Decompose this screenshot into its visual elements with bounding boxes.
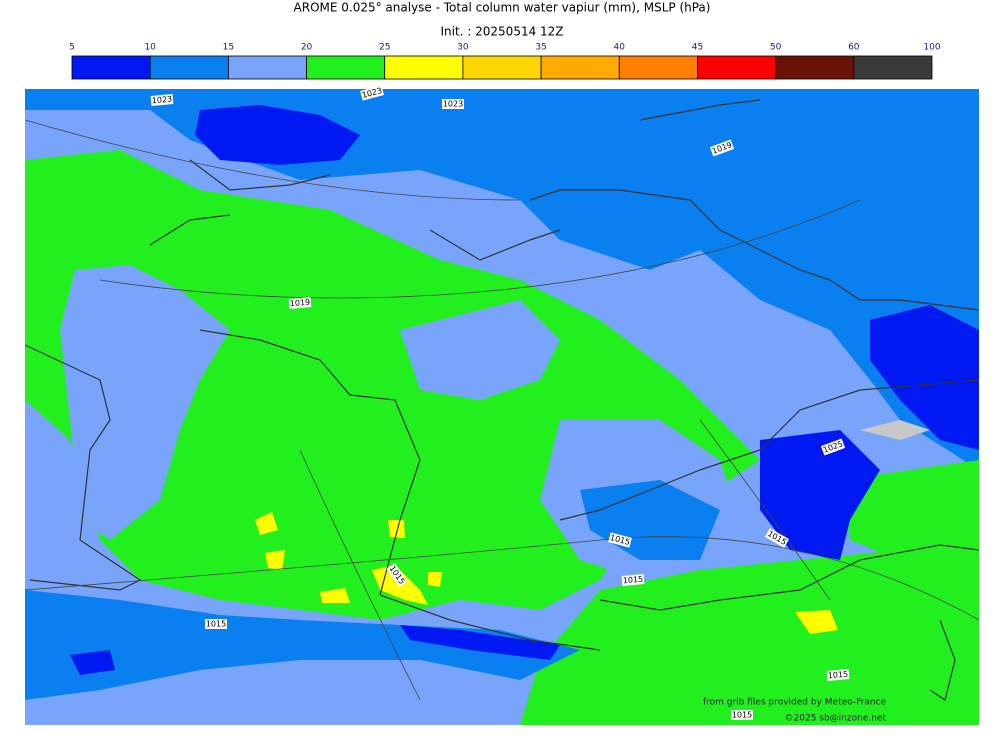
- colorbar-segment: [306, 55, 386, 80]
- isobar-label-box: [386, 563, 408, 587]
- colorbar-segment: [775, 55, 855, 80]
- region-5-10: [70, 650, 115, 675]
- colorbar-tick-label: 20: [301, 43, 313, 53]
- region-5-10: [870, 305, 979, 450]
- colorbar-tick-label: 5: [69, 43, 75, 53]
- colorbar-segment: [853, 55, 933, 80]
- isobar-label: 1015: [731, 710, 753, 720]
- colorbar-tick-label: 40: [614, 43, 626, 53]
- isobar-label-box: [731, 710, 753, 720]
- colorbar-tick-label: 60: [848, 43, 860, 53]
- credit: from grib files provided by Meteo-France: [703, 698, 886, 708]
- isobar-label-box: [621, 574, 645, 586]
- region-10-15: [25, 590, 580, 700]
- colorbar-tick-label: 10: [144, 43, 156, 53]
- colorbar-tick-label: 35: [535, 43, 546, 53]
- isobar-label-text: 1015: [206, 620, 226, 629]
- isobar-label: 1015: [826, 669, 850, 681]
- colorbar-tick-label: 15: [223, 43, 234, 53]
- isobar-label: 1015: [621, 574, 645, 586]
- credit: ©2025 sb@inzone.net: [785, 714, 887, 724]
- region-high: [860, 420, 930, 440]
- isobar-label-text: 1023: [443, 100, 463, 109]
- isobar-label: 1023: [150, 94, 174, 106]
- isobar-label: 1015: [608, 532, 632, 548]
- colorbar-segment: [618, 55, 698, 80]
- colorbar-tick-label: 30: [457, 43, 469, 53]
- region-20-25: [520, 540, 979, 725]
- colorbar-tick-label: 50: [770, 43, 782, 53]
- isobar-label-text: 1015: [827, 670, 848, 681]
- map: [25, 89, 979, 725]
- region-5-10: [760, 430, 880, 560]
- isobar-label: 1019: [288, 297, 312, 309]
- colorbar-segment: [71, 55, 151, 80]
- colorbar-segment: [384, 55, 464, 80]
- isobar-label-box: [288, 297, 312, 309]
- colorbar-segment: [149, 55, 229, 80]
- colorbar: 5 10 15 20 25 30 35 40 45 50 60 100: [69, 43, 941, 80]
- colorbar-segment: [697, 55, 777, 80]
- isobar-label-box: [150, 94, 174, 106]
- region-5-10: [400, 625, 560, 660]
- isobar-label-text: 1019: [289, 298, 310, 309]
- isobar-label-text: 1015: [622, 575, 643, 586]
- colorbar-tick-label: 100: [923, 43, 940, 53]
- isobar-label-box: [709, 139, 735, 157]
- subtitle: Init. : 20250514 12Z: [440, 25, 563, 39]
- isobar: [25, 119, 979, 701]
- region-15-20: [60, 265, 230, 540]
- colorbar-segment: [462, 55, 542, 80]
- isobar-label-box: [608, 532, 632, 548]
- isobar-label-box: [820, 438, 846, 456]
- colorbar-segment: [227, 55, 307, 80]
- isobar-label-text: 1015: [732, 711, 752, 720]
- region-15-20: [400, 300, 560, 400]
- isobar-label-box: [442, 99, 464, 109]
- title: AROME 0.025° analyse - Total column wate…: [294, 1, 711, 15]
- isobar-label-text: 1023: [151, 95, 172, 106]
- region-5-10: [195, 105, 360, 165]
- isobar-label-box: [764, 528, 790, 548]
- isobar-label-box: [826, 669, 850, 681]
- isobar-label: 1023: [442, 99, 464, 109]
- isobar-label: 1015: [205, 619, 227, 629]
- isobar-label-box: [205, 619, 227, 629]
- colorbar-tick-label: 45: [692, 43, 703, 53]
- colorbar-tick-label: 25: [379, 43, 390, 53]
- isobar-label: 1023: [360, 85, 384, 101]
- colorbar-segment: [540, 55, 620, 80]
- isobar-label-box: [360, 85, 384, 101]
